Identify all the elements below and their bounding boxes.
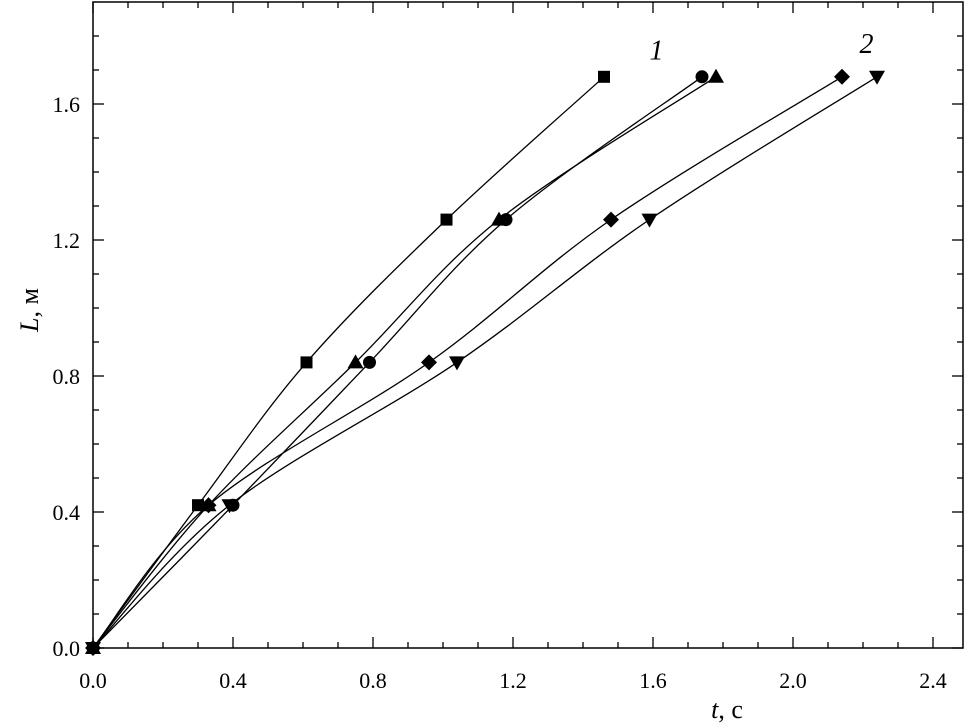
series-1-square-marker <box>192 499 204 512</box>
series-2-circle-marker <box>363 355 376 369</box>
series-2-circle-marker <box>695 70 709 84</box>
series-4-diamond-marker <box>834 68 850 85</box>
x-axis-symbol: t <box>711 695 719 724</box>
x-tick-label: 1.6 <box>639 668 667 693</box>
x-tick-label: 0.4 <box>219 668 247 693</box>
series-1-line <box>92 76 605 649</box>
y-axis-unit: , м <box>15 288 44 317</box>
x-tick-label: 2.0 <box>779 668 807 693</box>
x-tick-label: 0.0 <box>79 668 107 693</box>
x-tick-label: 2.4 <box>919 668 947 693</box>
series-5-triangle-down-marker <box>221 499 238 514</box>
x-tick-label: 0.8 <box>359 668 387 693</box>
series-5-line <box>92 76 878 649</box>
series-3-triangle-up-marker <box>708 68 724 83</box>
y-tick-label: 0.0 <box>53 636 81 661</box>
series-markers <box>85 68 885 656</box>
series-5-triangle-down-marker <box>449 356 465 371</box>
x-axis-label: t, с <box>711 695 743 724</box>
series-5-triangle-down-marker <box>641 213 658 228</box>
y-axis-symbol: L <box>15 317 44 332</box>
y-tick-label: 0.4 <box>53 500 81 525</box>
series-2-line <box>92 76 703 649</box>
series-4-diamond-marker <box>200 497 217 514</box>
plot-frame <box>92 1 964 649</box>
series-3-line <box>92 76 717 649</box>
y-axis-label: L, м <box>15 288 44 333</box>
y-tick-label: 1.6 <box>53 92 81 117</box>
axis-ticks <box>92 2 963 649</box>
curve-group-label: 2 <box>860 29 874 60</box>
series-5-triangle-down-marker <box>869 70 885 85</box>
y-tick-label: 0.8 <box>53 364 81 389</box>
series-4-line <box>92 76 843 649</box>
curve-group-label: 1 <box>650 36 664 67</box>
series-3-triangle-up-marker <box>347 354 364 369</box>
series-3-triangle-up-marker <box>491 211 507 226</box>
series-1-square-marker <box>598 70 610 83</box>
tick-labels: 0.0 0.4 0.8 1.2 1.6 2.0 2.4 0.0 0.4 0.8 1.2 1.6 <box>53 92 947 693</box>
x-tick-label: 1.2 <box>499 668 527 693</box>
series-curves <box>92 76 878 649</box>
y-tick-label: 1.2 <box>53 228 81 253</box>
series-4-diamond-marker <box>421 354 437 371</box>
series-1-square-marker <box>440 213 453 226</box>
x-axis-unit: , с <box>718 695 743 724</box>
series-5-triangle-down-marker <box>85 642 101 656</box>
series-4-diamond-marker <box>603 211 619 228</box>
series-1-square-marker <box>300 356 313 369</box>
